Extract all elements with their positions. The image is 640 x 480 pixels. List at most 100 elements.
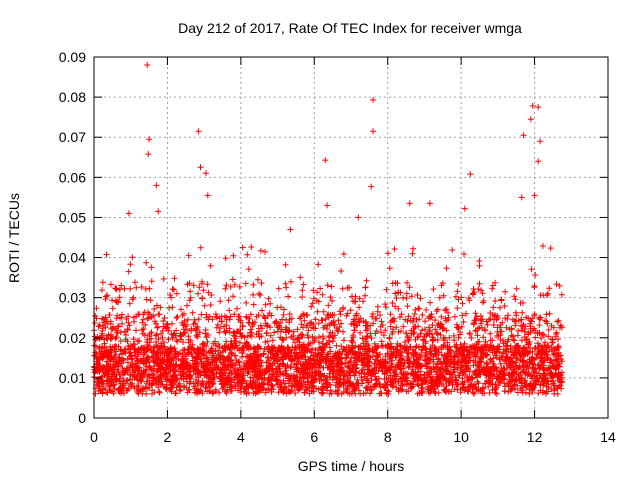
data-point bbox=[556, 371, 563, 378]
data-point bbox=[445, 367, 452, 374]
data-point bbox=[324, 202, 331, 209]
data-point bbox=[149, 374, 156, 381]
data-point bbox=[275, 362, 282, 369]
data-point bbox=[250, 378, 257, 385]
data-point bbox=[389, 300, 396, 306]
data-point bbox=[129, 383, 135, 390]
data-point bbox=[143, 390, 150, 397]
data-point bbox=[486, 389, 493, 396]
data-point bbox=[362, 292, 368, 299]
data-point bbox=[103, 362, 110, 369]
data-point bbox=[498, 297, 505, 304]
data-point bbox=[127, 285, 134, 292]
data-point bbox=[169, 335, 176, 342]
data-point bbox=[91, 320, 98, 326]
data-point bbox=[490, 355, 497, 362]
data-point bbox=[457, 369, 463, 376]
data-point bbox=[529, 102, 536, 109]
data-point bbox=[341, 372, 348, 379]
data-point bbox=[281, 306, 287, 313]
data-point bbox=[310, 287, 317, 294]
data-point bbox=[497, 304, 503, 311]
data-point bbox=[356, 295, 363, 302]
data-point bbox=[258, 384, 264, 391]
data-point bbox=[544, 290, 551, 297]
data-point bbox=[104, 377, 111, 384]
data-point bbox=[459, 300, 466, 307]
data-point bbox=[175, 356, 182, 362]
data-point bbox=[339, 285, 346, 292]
data-point bbox=[135, 347, 142, 354]
data-point bbox=[539, 331, 546, 338]
grid-lines bbox=[94, 57, 608, 418]
data-point bbox=[236, 283, 243, 290]
data-point bbox=[194, 323, 201, 330]
data-point bbox=[192, 380, 199, 387]
data-point bbox=[231, 311, 238, 318]
data-point bbox=[536, 364, 543, 371]
data-point bbox=[300, 375, 307, 382]
data-point bbox=[157, 360, 164, 367]
data-point bbox=[454, 288, 461, 295]
data-point bbox=[487, 347, 493, 354]
data-point bbox=[262, 301, 269, 308]
data-point bbox=[345, 378, 352, 385]
data-point bbox=[434, 337, 441, 343]
data-point bbox=[156, 388, 162, 395]
data-point bbox=[385, 388, 392, 395]
data-point bbox=[225, 297, 232, 304]
data-point bbox=[148, 264, 155, 271]
plot-frame bbox=[93, 56, 609, 419]
data-point bbox=[245, 384, 252, 390]
data-point bbox=[385, 364, 392, 371]
data-point bbox=[344, 351, 351, 358]
data-point bbox=[317, 371, 324, 377]
data-point bbox=[442, 317, 449, 324]
data-point bbox=[545, 326, 552, 333]
data-point bbox=[466, 330, 473, 337]
data-point bbox=[107, 281, 114, 288]
data-point bbox=[314, 350, 321, 357]
data-point bbox=[525, 315, 532, 322]
data-point bbox=[222, 347, 229, 354]
data-point bbox=[151, 318, 158, 325]
data-point bbox=[155, 311, 162, 318]
data-point bbox=[405, 364, 412, 371]
data-point bbox=[435, 320, 442, 327]
data-point bbox=[390, 369, 397, 376]
data-point bbox=[377, 312, 383, 319]
data-point bbox=[502, 383, 509, 390]
data-point bbox=[478, 316, 485, 323]
data-point bbox=[365, 353, 372, 360]
data-point bbox=[235, 316, 242, 323]
data-point bbox=[99, 315, 105, 322]
data-point bbox=[250, 301, 257, 308]
data-point bbox=[292, 355, 299, 362]
data-point bbox=[125, 210, 132, 217]
data-point bbox=[413, 316, 420, 323]
data-point bbox=[169, 286, 176, 292]
data-point bbox=[112, 335, 119, 342]
data-point bbox=[546, 310, 553, 317]
data-point bbox=[200, 287, 207, 294]
data-point bbox=[130, 294, 137, 301]
data-point bbox=[287, 353, 294, 360]
data-point bbox=[543, 311, 550, 318]
data-point bbox=[325, 302, 332, 309]
data-point bbox=[422, 345, 429, 352]
data-point bbox=[305, 334, 312, 341]
data-point bbox=[157, 371, 164, 378]
data-point bbox=[503, 324, 510, 331]
data-point bbox=[236, 313, 243, 320]
data-point bbox=[352, 298, 359, 305]
data-point bbox=[489, 285, 496, 292]
data-point bbox=[358, 380, 365, 387]
data-point bbox=[243, 380, 250, 386]
x-tick-label: 6 bbox=[310, 429, 318, 445]
data-point bbox=[432, 326, 439, 333]
data-point bbox=[442, 355, 449, 362]
data-point bbox=[277, 348, 284, 355]
data-point bbox=[405, 350, 412, 357]
data-point bbox=[177, 372, 184, 379]
data-point bbox=[352, 369, 359, 376]
